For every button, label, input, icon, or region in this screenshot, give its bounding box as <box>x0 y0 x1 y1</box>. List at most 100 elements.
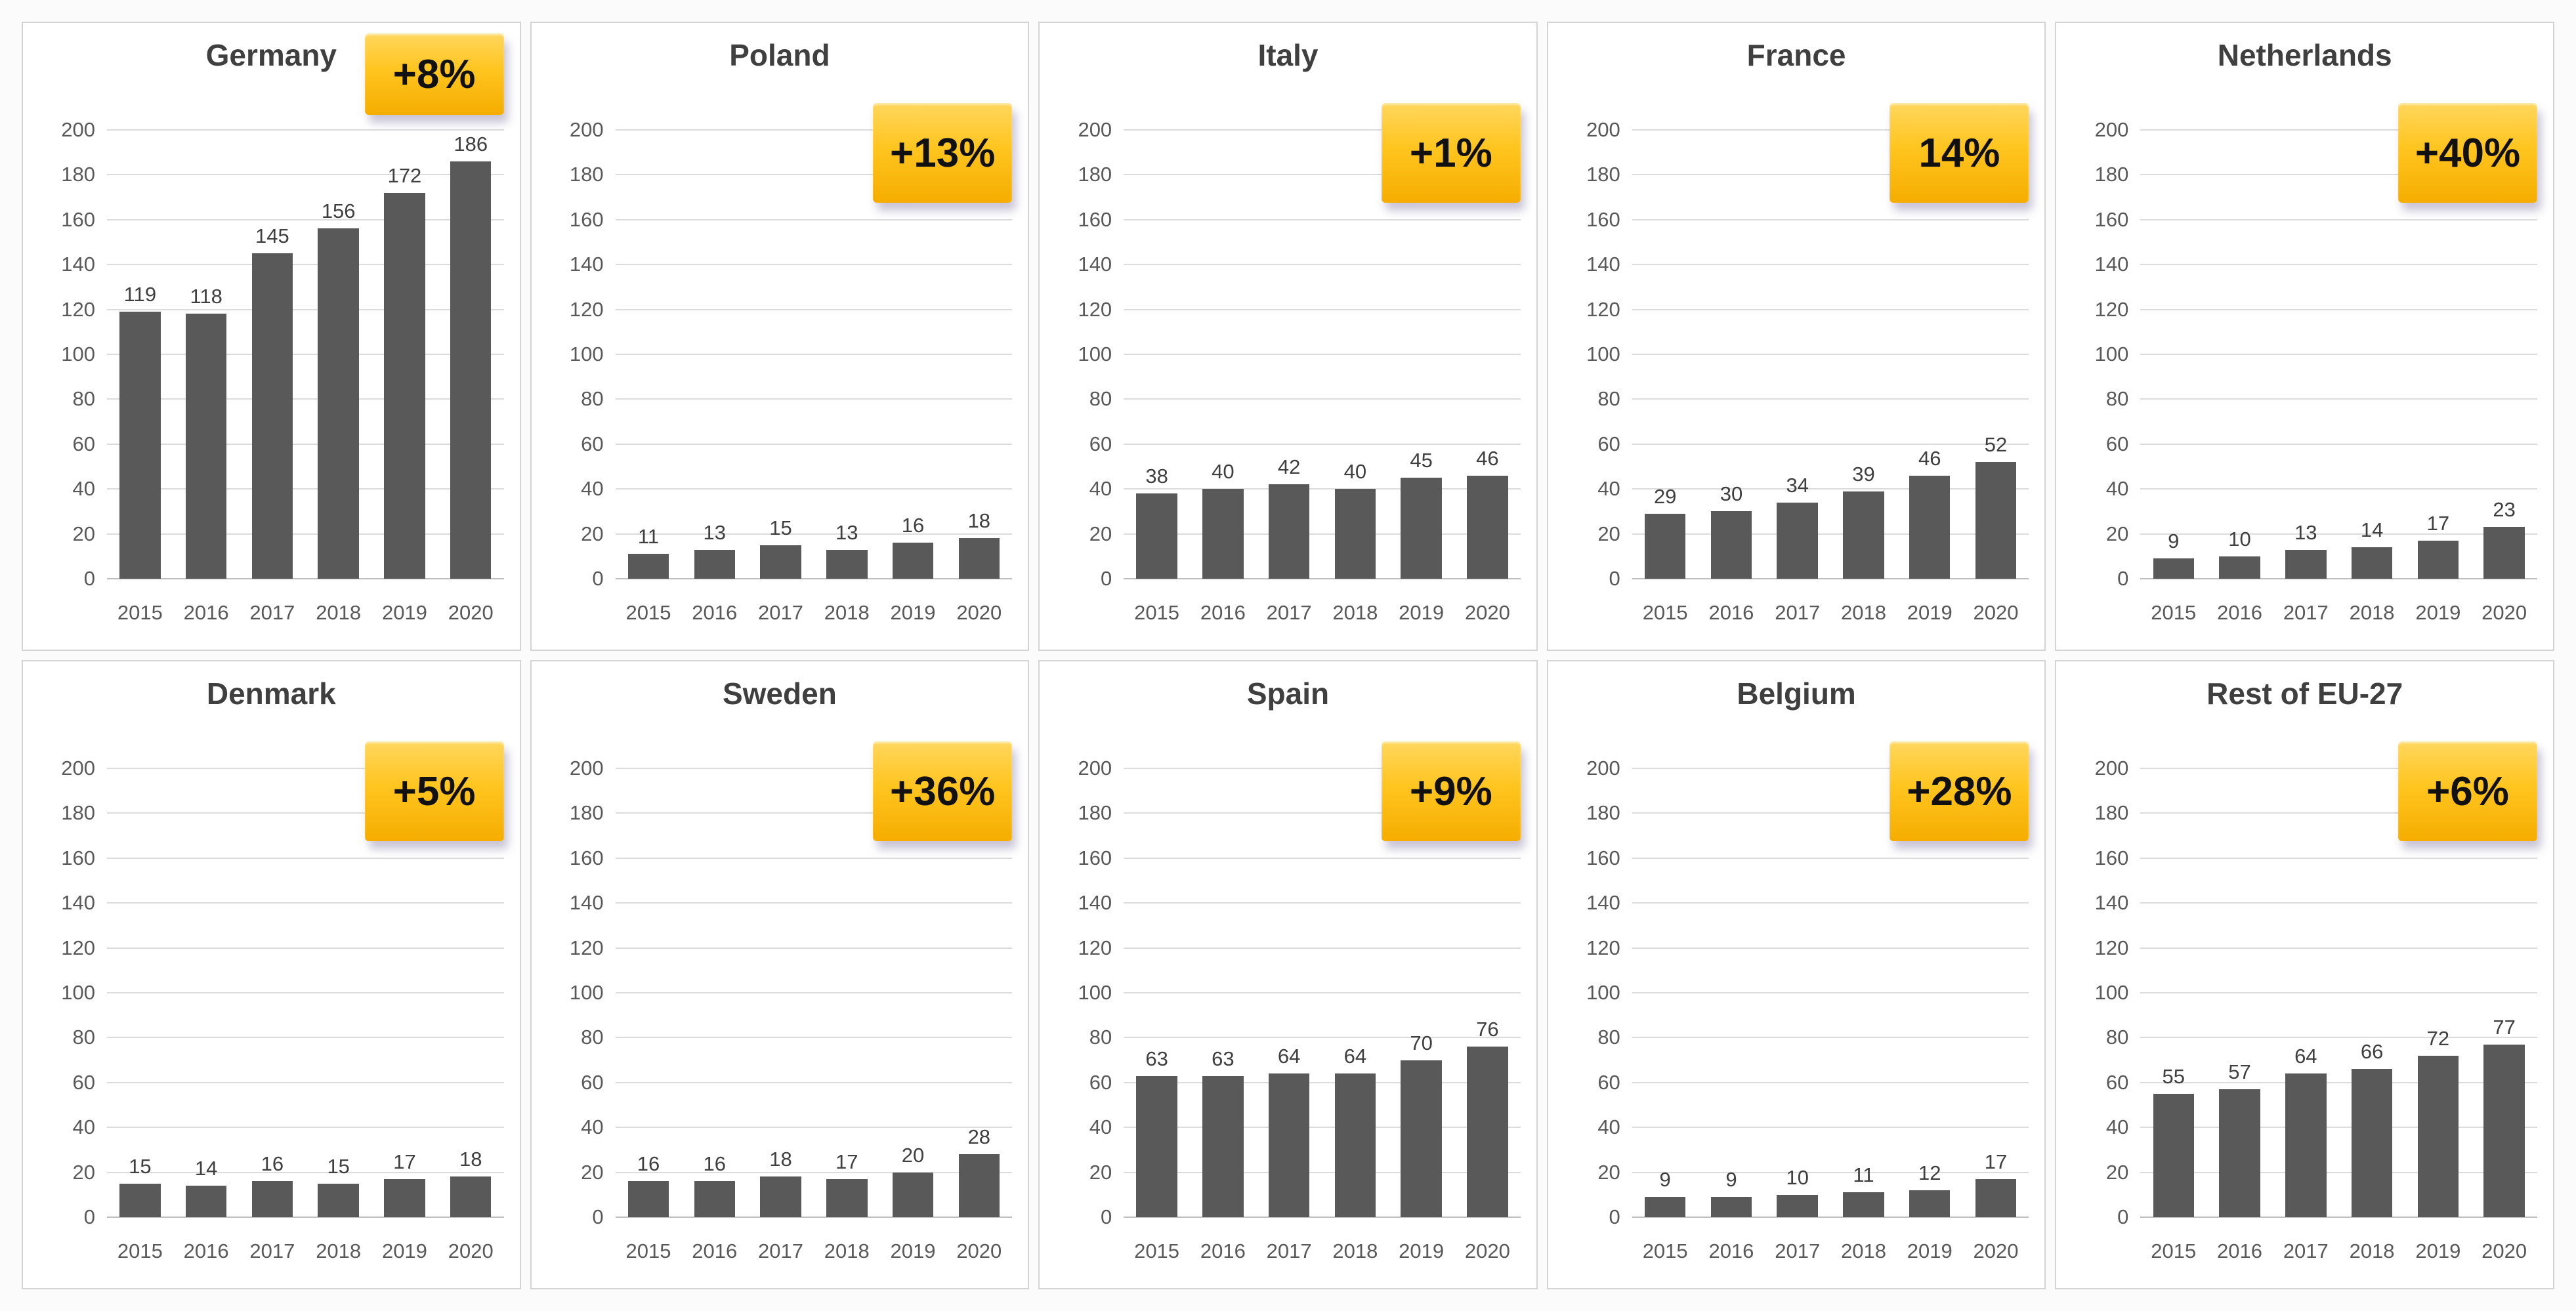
bar-value-label: 72 <box>2426 1026 2450 1050</box>
bar-column: 57 2016 <box>2206 768 2273 1262</box>
plot-area: 0 20 40 60 80 100 120 140 160 180 200 15 2015 14 2016 1… <box>61 757 504 1262</box>
gridline-140 <box>2140 902 2537 904</box>
bar-value-label: 13 <box>835 520 858 544</box>
y-axis-tick-label: 20 <box>72 1160 95 1184</box>
bar-column: 15 2017 <box>748 130 814 624</box>
y-axis-tick-label: 20 <box>581 1160 604 1184</box>
bar <box>1136 493 1177 579</box>
y-axis-tick-label: 60 <box>72 1070 95 1094</box>
y-axis-tick-label: 100 <box>2094 981 2129 1004</box>
bar-column: 16 2019 <box>880 130 946 624</box>
bar <box>1975 1178 2017 1217</box>
bar-value-label: 15 <box>769 516 792 539</box>
y-axis-tick-label: 120 <box>61 297 95 321</box>
bars-row: 55 2015 57 2016 64 2017 66 2018 72 2019 77 2020 <box>2140 768 2537 1262</box>
gridline-180 <box>107 812 504 814</box>
gridline-120 <box>1632 947 2029 949</box>
bar-value-label: 64 <box>1343 1045 1367 1068</box>
bar-column: 30 2016 <box>1699 130 1765 624</box>
gridline-0 <box>107 578 504 579</box>
bar <box>760 1176 801 1217</box>
y-axis-tick-label: 80 <box>72 387 95 411</box>
bar-value-label: 10 <box>2228 527 2251 551</box>
bar-column: 118 2016 <box>173 130 240 624</box>
bar <box>892 543 934 579</box>
gridline-20 <box>615 533 1013 535</box>
y-axis-tick-label: 200 <box>1078 757 1112 780</box>
bar-column: 14 2016 <box>173 768 240 1262</box>
bar-column: 66 2018 <box>2339 768 2405 1262</box>
bar <box>1467 1047 1508 1217</box>
y-axis-tick-label: 20 <box>1597 522 1620 545</box>
x-axis-year-label: 2019 <box>1399 1239 1445 1262</box>
gridline-60 <box>1124 443 1521 445</box>
y-axis-tick-label: 200 <box>569 118 604 141</box>
bar <box>185 1186 227 1217</box>
y-axis-tick-label: 140 <box>61 253 95 276</box>
y-axis-tick-label: 180 <box>61 163 95 186</box>
bar-value-label: 10 <box>1786 1165 1809 1189</box>
bar-column: 17 2020 <box>1963 768 2029 1262</box>
x-axis-year-label: 2015 <box>1642 1239 1688 1262</box>
plot-area: 0 20 40 60 80 100 120 140 160 180 200 119 2015 118 201… <box>61 118 504 624</box>
gridline-20 <box>1632 1171 2029 1173</box>
y-axis-tick-label: 0 <box>2117 1205 2129 1228</box>
bar-value-label: 14 <box>2360 518 2384 542</box>
bar-value-label: 64 <box>2294 1045 2317 1068</box>
y-axis-tick-label: 80 <box>1597 1026 1620 1049</box>
x-axis-year-label: 2017 <box>758 1239 803 1262</box>
y-axis-tick-label: 60 <box>1597 432 1620 455</box>
bar-column: 11 2015 <box>616 130 682 624</box>
bar <box>694 549 735 579</box>
bar <box>694 1181 735 1217</box>
bar-value-label: 40 <box>1212 460 1235 484</box>
x-axis-year-label: 2018 <box>824 1239 870 1262</box>
gridline-180 <box>2140 812 2537 814</box>
bar-value-label: 9 <box>1659 1168 1671 1192</box>
gridline-80 <box>615 398 1013 400</box>
chart-title: Rest of EU-27 <box>2206 676 2403 711</box>
y-axis-tick-label: 140 <box>569 253 604 276</box>
gridline-100 <box>615 992 1013 993</box>
y-axis-tick-label: 200 <box>569 757 604 780</box>
chart-panel-belgium: Belgium +28% 0 20 40 60 80 100 120 140 160 180 200 9 2… <box>1546 660 2046 1289</box>
gridline-80 <box>1632 1037 2029 1039</box>
y-axis-tick-label: 40 <box>1089 477 1112 501</box>
x-axis-year-label: 2015 <box>1134 601 1180 624</box>
bar <box>958 1154 1000 1217</box>
x-axis-year-label: 2015 <box>1134 1239 1180 1262</box>
y-axis-tick-label: 0 <box>1609 567 1620 590</box>
x-axis-year-label: 2018 <box>1840 1239 1886 1262</box>
bar <box>2351 547 2393 579</box>
y-axis-tick-label: 140 <box>2094 891 2129 915</box>
x-axis-year-label: 2018 <box>2349 1239 2395 1262</box>
plot-area: 0 20 40 60 80 100 120 140 160 180 200 55 2015 57 2016 6… <box>2095 757 2537 1262</box>
bar-column: 186 2020 <box>438 130 504 624</box>
gridline-0 <box>107 1217 504 1218</box>
bar <box>450 1176 492 1217</box>
change-badge: +9% <box>1381 741 1521 841</box>
bar-column: 23 2020 <box>2471 130 2537 624</box>
gridline-60 <box>2140 1081 2537 1083</box>
gridline-140 <box>1124 902 1521 904</box>
gridline-180 <box>2140 174 2537 176</box>
y-axis-tick-label: 120 <box>1586 297 1620 321</box>
bar <box>1334 489 1376 579</box>
bar <box>450 161 492 579</box>
chart-panel-netherlands: Netherlands +40% 0 20 40 60 80 100 120 140 160 180 2… <box>2055 22 2554 651</box>
gridline-180 <box>1124 174 1521 176</box>
bar-column: 15 2018 <box>305 768 371 1262</box>
gridline-40 <box>1124 488 1521 490</box>
bar <box>892 1172 934 1217</box>
y-axis-tick-label: 200 <box>1078 118 1112 141</box>
bar <box>1710 511 1752 579</box>
x-axis-year-label: 2016 <box>2217 1239 2263 1262</box>
gridline-180 <box>615 812 1013 814</box>
bar-value-label: 18 <box>769 1148 792 1171</box>
x-axis-year-label: 2020 <box>1464 1239 1510 1262</box>
gridline-40 <box>2140 1127 2537 1129</box>
x-axis-year-label: 2015 <box>1642 601 1688 624</box>
bar <box>2417 1055 2459 1217</box>
x-axis-year-label: 2016 <box>692 601 738 624</box>
bar <box>251 1181 293 1217</box>
